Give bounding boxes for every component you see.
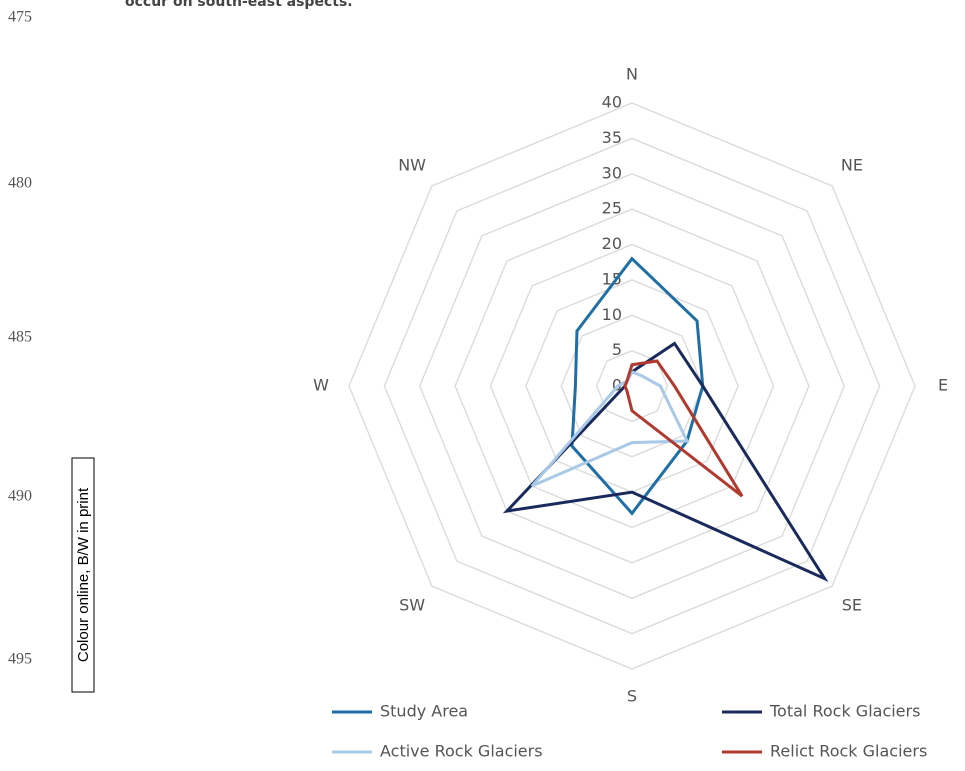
grid-ring — [348, 102, 916, 670]
series-line — [570, 256, 705, 516]
series-line — [530, 369, 690, 488]
axis-label: W — [313, 376, 329, 395]
grid-ring — [419, 173, 845, 599]
axis-label: N — [626, 65, 638, 84]
grid-ring — [383, 137, 881, 635]
grid-ring — [454, 208, 810, 564]
legend-label: Study Area — [380, 702, 468, 721]
legend-label: Active Rock Glaciers — [380, 742, 543, 761]
r-tick-label: 10 — [602, 305, 622, 324]
r-tick-label: 20 — [602, 234, 622, 253]
axis-label: E — [938, 376, 948, 395]
line-number: 495 — [8, 651, 32, 668]
text-fragment: occur on south-east aspects. — [125, 0, 353, 10]
r-tick-label: 15 — [602, 269, 622, 288]
side-note-text: Colour online, B/W in print — [75, 487, 92, 662]
side-note: Colour online, B/W in print — [71, 457, 95, 693]
legend-label: Total Rock Glaciers — [769, 702, 920, 721]
axis-label: SW — [399, 595, 425, 614]
line-number: 485 — [8, 329, 32, 346]
line-number: 480 — [8, 175, 32, 192]
series-line — [623, 359, 744, 498]
r-tick-label: 35 — [602, 128, 622, 147]
line-number: 490 — [8, 488, 32, 505]
r-tick-label: 40 — [602, 93, 622, 112]
axis-label: NE — [841, 156, 863, 175]
legend-label: Relict Rock Glaciers — [770, 742, 927, 761]
side-note-box — [71, 457, 95, 693]
axis-label: NW — [398, 156, 426, 175]
grid-ring — [595, 349, 669, 423]
r-tick-label: 5 — [612, 340, 622, 359]
grid-ring — [489, 243, 775, 529]
axis-label: S — [627, 687, 637, 706]
grid-ring — [560, 314, 704, 458]
r-tick-label: 25 — [602, 199, 622, 218]
axis-label: SE — [842, 595, 862, 614]
line-number: 475 — [8, 9, 32, 26]
r-tick-label: 30 — [602, 163, 622, 182]
grid-ring — [525, 279, 739, 493]
